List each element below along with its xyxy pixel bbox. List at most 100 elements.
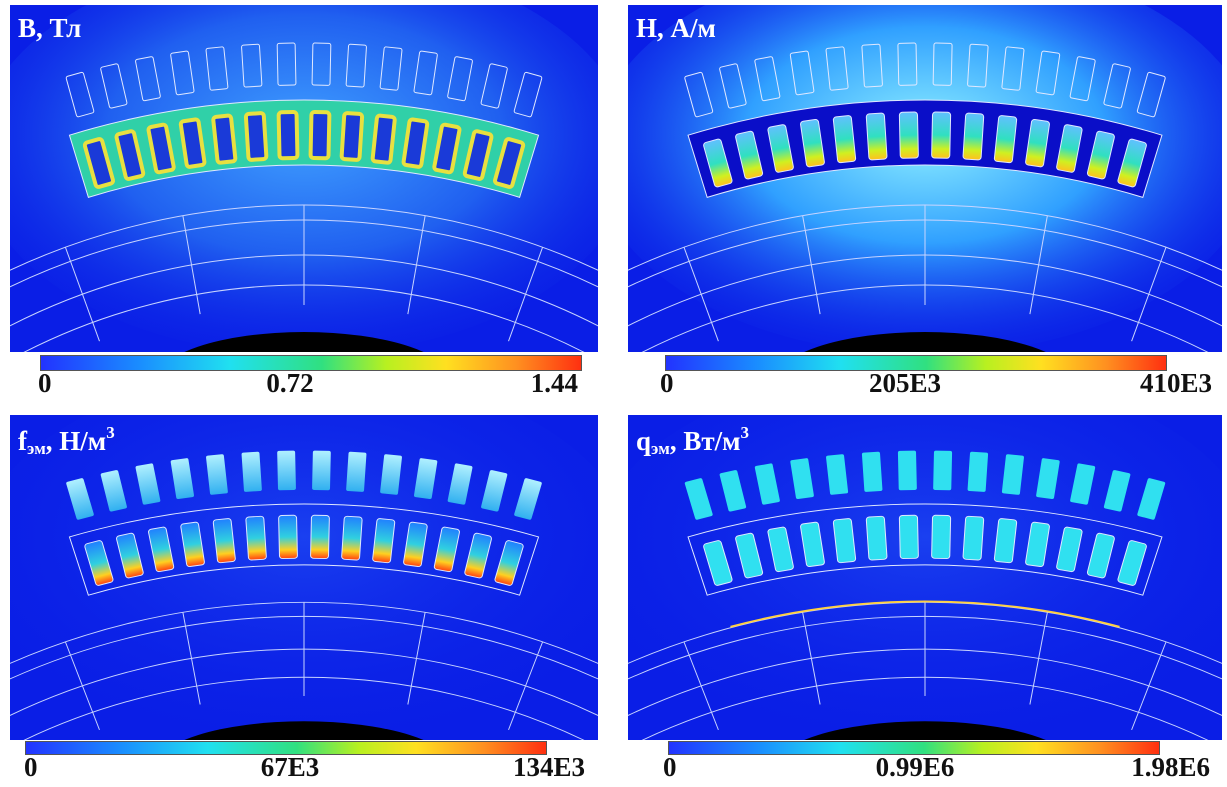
- slot-pair: [1117, 478, 1166, 586]
- outer-slot: [65, 71, 95, 118]
- outer-slot: [684, 71, 714, 118]
- outer-slot: [447, 56, 473, 102]
- rotor-line: [1029, 612, 1048, 705]
- inner-slot: [370, 113, 397, 165]
- outer-slot: [135, 463, 161, 505]
- inner-slot: [735, 130, 764, 180]
- slot-pair: [1086, 470, 1131, 579]
- outer-slot: [514, 478, 542, 520]
- slot-pair: [206, 454, 236, 564]
- inner-slot: [148, 526, 175, 573]
- slot-pair: [1086, 63, 1131, 180]
- outer-slot: [380, 454, 402, 495]
- rotor-line: [1131, 641, 1167, 731]
- slot-pair: [464, 470, 508, 579]
- inner-slot: [832, 115, 857, 164]
- slot-pair: [401, 50, 438, 169]
- inner-slot: [372, 518, 396, 564]
- outer-slot: [1070, 463, 1096, 505]
- slot-pair: [897, 42, 919, 159]
- outer-slot: [100, 470, 127, 512]
- inner-slot: [1025, 118, 1050, 168]
- outer-slot: [933, 450, 953, 491]
- outer-slot: [897, 42, 918, 86]
- outer-slot: [311, 42, 332, 86]
- rotor-line: [182, 612, 201, 705]
- slot-pair: [1025, 458, 1060, 568]
- slot-pair: [861, 43, 888, 161]
- panel-title: fэм, Н/м3: [18, 423, 115, 459]
- colorbar-label: 0: [38, 368, 52, 398]
- inner-slot: [180, 521, 205, 568]
- outer-slot: [897, 450, 917, 491]
- title-text: q: [636, 426, 652, 456]
- slot-pair: [339, 43, 367, 162]
- slot-pair: [462, 63, 508, 181]
- inner-slot: [800, 521, 825, 568]
- slot-pair: [494, 478, 542, 586]
- slot-pair: [1056, 463, 1096, 573]
- inner-slot: [800, 118, 825, 168]
- outer-slot: [379, 46, 403, 91]
- slot-pair: [962, 451, 989, 561]
- slot-pair: [897, 450, 919, 560]
- inner-slot: [931, 111, 952, 159]
- slot-pair: [719, 470, 764, 579]
- slot-pair: [403, 458, 438, 568]
- inner-slot: [278, 514, 298, 560]
- outer-slot: [241, 43, 263, 88]
- outer-slot: [276, 42, 297, 86]
- inner-slot: [82, 137, 115, 189]
- colorbar-label: 410E3: [1139, 368, 1212, 398]
- inner-slot: [962, 112, 985, 161]
- slot-pair: [754, 56, 794, 173]
- outer-slot: [1001, 46, 1025, 91]
- inner-slot: [767, 526, 794, 573]
- outer-slot: [206, 454, 228, 495]
- slot-pair: [789, 50, 825, 168]
- inner-slot: [931, 514, 952, 560]
- slot-pair: [433, 463, 473, 573]
- outer-slot: [241, 451, 262, 492]
- outer-slot: [135, 56, 161, 102]
- stator-band: [687, 503, 1163, 596]
- colorbar: [40, 355, 582, 371]
- stator-band: [68, 503, 540, 596]
- inner-slot: [993, 115, 1018, 164]
- outer-slot: [967, 43, 989, 88]
- outer-slot: [790, 458, 814, 500]
- slot-pair: [66, 478, 114, 586]
- colorbar-label: 134E3: [512, 752, 585, 782]
- outer-slot: [447, 463, 473, 505]
- field-plot: H, А/м: [628, 5, 1222, 352]
- slot-pair: [135, 56, 176, 175]
- slot-pair: [1117, 71, 1166, 188]
- rotor-line: [182, 215, 201, 315]
- outer-slot: [719, 470, 747, 512]
- slot-pair: [277, 450, 298, 560]
- outer-slot: [513, 71, 543, 118]
- slot-pair: [962, 43, 989, 161]
- outer-slot: [861, 43, 883, 88]
- inner-slot: [308, 110, 332, 161]
- inner-slot: [432, 122, 462, 175]
- slot-pair: [790, 458, 825, 568]
- outer-slot: [754, 56, 781, 102]
- outer-slot: [932, 42, 953, 86]
- slot-pair: [100, 63, 146, 181]
- rotor-line: [1131, 247, 1167, 342]
- inner-slot: [341, 515, 363, 561]
- outer-slot: [789, 50, 815, 96]
- slot-pair: [993, 454, 1024, 564]
- outer-slot: [480, 63, 508, 109]
- slot-pair: [370, 46, 403, 165]
- inner-slot: [993, 518, 1018, 564]
- inner-slot: [1086, 130, 1115, 180]
- outer-slot: [413, 50, 438, 96]
- outer-slot: [205, 46, 229, 91]
- inner-slot: [243, 111, 269, 162]
- colorbar-label: 1.44: [530, 368, 578, 398]
- inner-slot: [464, 532, 492, 579]
- slot-pair: [719, 63, 764, 180]
- rotor-core: [804, 721, 1046, 740]
